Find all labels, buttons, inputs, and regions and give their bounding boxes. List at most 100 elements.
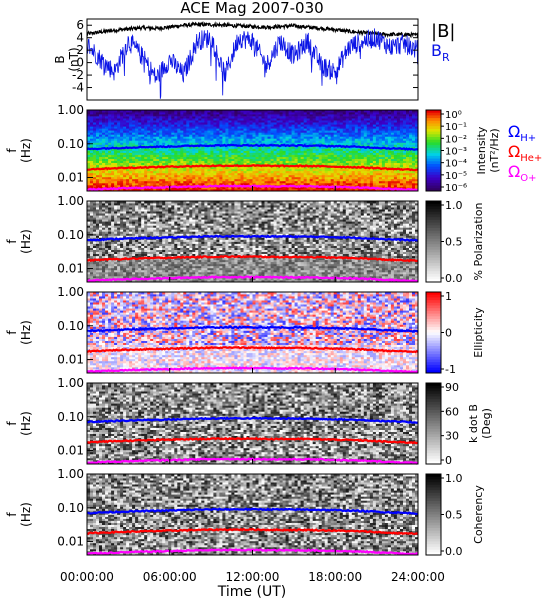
spectrogram-cell [225, 181, 228, 183]
spectrogram-cell [409, 130, 412, 132]
spectrogram-cell [322, 155, 325, 157]
spectrogram-cell [412, 140, 415, 142]
spectrogram-cell [250, 140, 253, 142]
spectrogram-cell [150, 163, 153, 165]
spectrogram-cell [102, 221, 105, 223]
spectrogram-cell [183, 163, 186, 165]
spectrogram-cell [228, 130, 231, 132]
spectrogram-cell [90, 262, 93, 264]
spectrogram-cell [325, 171, 328, 173]
spectrogram-cell [147, 155, 150, 157]
spectrogram-cell [265, 181, 268, 183]
spectrogram-cell [247, 149, 250, 151]
spectrogram-cell [201, 116, 204, 118]
series-line-radial [87, 28, 418, 98]
spectrogram-cell [340, 130, 343, 132]
spectrogram-cell [201, 130, 204, 132]
spectrogram-cell [400, 155, 403, 157]
spectrogram-cell [171, 149, 174, 151]
spectrogram-cell [289, 181, 292, 183]
spectrogram-cell [204, 122, 207, 124]
spectrogram-cell [355, 181, 358, 183]
spectrogram-cell [162, 149, 165, 151]
spectrogram-cell [117, 116, 120, 118]
spectrogram-cell [129, 130, 132, 132]
spectrogram-cell [394, 130, 397, 132]
spectrogram-cell [156, 155, 159, 157]
spectrogram-cell [388, 130, 391, 132]
spectrogram-cell [111, 221, 114, 223]
colorbar-label: Intensity(nT²/Hz) [475, 126, 501, 174]
spectrogram-cell [349, 155, 352, 157]
spectrogram-cell [234, 181, 237, 183]
spectrogram-cell [367, 181, 370, 183]
spectrogram-cell [153, 163, 156, 165]
spectrogram-cell [87, 213, 90, 215]
spectrogram-cell [231, 149, 234, 151]
spectrogram-cell [87, 270, 90, 272]
spectrogram-cell [304, 171, 307, 173]
spectrogram-cell [241, 155, 244, 157]
spectrogram-cell [241, 140, 244, 142]
spectrogram-cell [99, 122, 102, 124]
spectrogram-cell [180, 116, 183, 118]
spectrogram-cell [379, 181, 382, 183]
spectrogram-cell [238, 140, 241, 142]
spectrogram-cell [102, 254, 105, 256]
spectrogram-cell [343, 149, 346, 151]
spectrogram-cell [93, 262, 96, 264]
spectrogram-cell [210, 116, 213, 118]
spectrogram-cell [198, 140, 201, 142]
spectrogram-cell [244, 130, 247, 132]
spectrogram-cell [96, 254, 99, 256]
spectrogram-cell [358, 171, 361, 173]
spectrogram-cell [280, 140, 283, 142]
spectrogram-cell [195, 155, 198, 157]
spectrogram-cell [328, 122, 331, 124]
spectrogram-cell [114, 163, 117, 165]
spectrogram-cell [295, 116, 298, 118]
spectrogram-cell [289, 171, 292, 173]
spectrogram-cell [150, 140, 153, 142]
spectrogram-cell [382, 130, 385, 132]
spectrogram-cell [207, 181, 210, 183]
spectrogram-cell [156, 116, 159, 118]
spectrogram-cell [343, 181, 346, 183]
spectrogram-cell [286, 155, 289, 157]
spectrogram-cell [301, 181, 304, 183]
spectrogram-cell [346, 122, 349, 124]
colorbar-tick-label: 10⁰ [445, 110, 462, 121]
spectrogram-cell [388, 163, 391, 165]
spectrogram-cell [406, 171, 409, 173]
spectrogram-cell [352, 181, 355, 183]
spectrogram-cell [328, 171, 331, 173]
spectrogram-cell [96, 270, 99, 272]
spectrogram-cell [358, 130, 361, 132]
spectrogram-cell [228, 116, 231, 118]
spectrogram-cell [271, 122, 274, 124]
spectrogram-cell [108, 254, 111, 256]
spectrogram-cell [93, 122, 96, 124]
spectrogram-cell [108, 262, 111, 264]
spectrogram-cell [238, 155, 241, 157]
spectrogram-cell [180, 130, 183, 132]
spectrogram-cell [210, 171, 213, 173]
spectrogram-cell [367, 140, 370, 142]
spectrogram-cell [253, 155, 256, 157]
spectrogram-cell [367, 163, 370, 165]
spectrogram-cell [280, 181, 283, 183]
intensity-panel: 1.000.100.01f(Hz)10⁰10⁻¹10⁻²10⁻³10⁻⁴10⁻⁵… [5, 103, 501, 194]
spectrogram-cell [126, 163, 129, 165]
spectrogram-cell [307, 116, 310, 118]
spectrogram-cell [213, 181, 216, 183]
colorbar-cell [426, 148, 441, 151]
y-tick-label: 1.00 [57, 103, 84, 117]
spectrogram-cell [328, 116, 331, 118]
spectrogram-cell [280, 149, 283, 151]
spectrogram-cell [108, 270, 111, 272]
spectrogram-cell [192, 130, 195, 132]
colorbar-cell [426, 129, 441, 132]
spectrogram-cell [105, 246, 108, 248]
spectrogram-cell [126, 155, 129, 157]
